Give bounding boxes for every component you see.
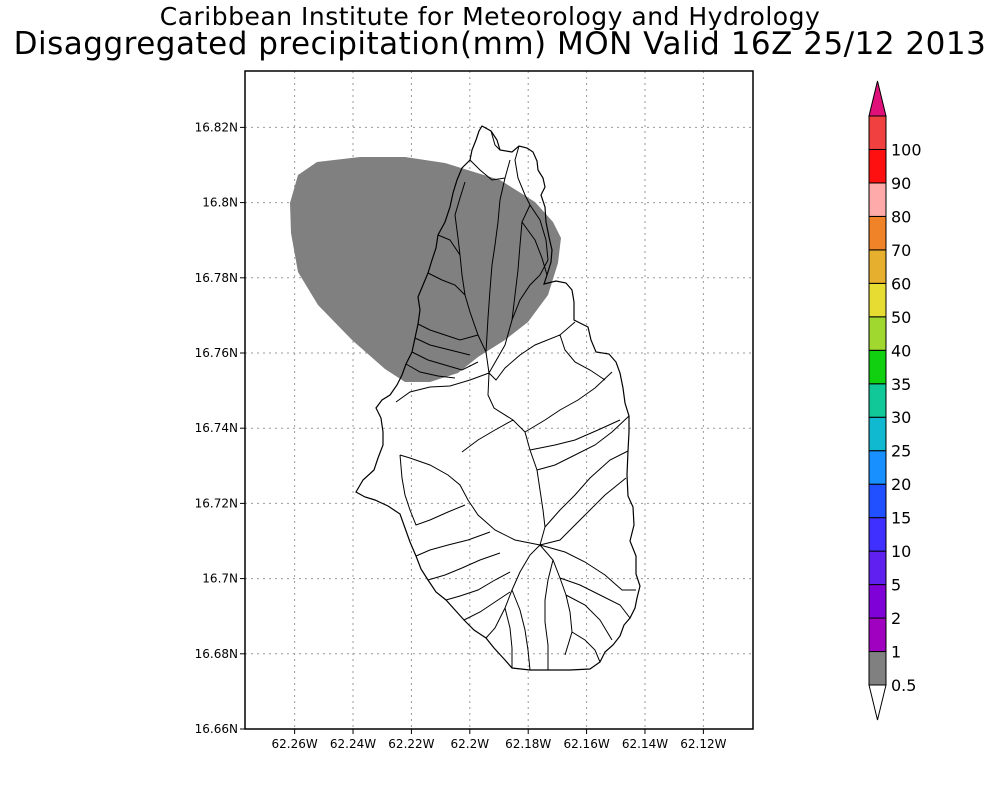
colorbar-level-label: 50 — [891, 308, 911, 327]
colorbar-level-label: 40 — [891, 341, 911, 360]
precipitation-shaded-area — [290, 157, 561, 382]
colorbar-swatch — [868, 617, 887, 653]
map-title: Caribbean Institute for Meteorology and … — [159, 2, 821, 31]
colorbar-swatch — [868, 148, 887, 184]
colorbar-level-label: 70 — [891, 241, 911, 260]
lon-tick-label: 62.2W — [451, 737, 490, 751]
colorbar-under-triangle — [868, 684, 887, 721]
colorbar-level-label: 15 — [891, 509, 911, 528]
map-subtitle: Disaggregated precipitation(mm) MON Vali… — [13, 26, 987, 62]
lat-tick-label: 16.74N — [195, 421, 238, 435]
island-watershed-outline — [355, 125, 641, 671]
lon-tick-label: 62.12W — [680, 737, 726, 751]
colorbar-swatch — [868, 282, 887, 318]
colorbar-swatch — [868, 182, 887, 217]
lat-tick-label: 16.66N — [195, 722, 238, 736]
colorbar-swatch — [868, 517, 887, 552]
colorbar-swatch — [868, 249, 887, 284]
lon-tick-label: 62.16W — [563, 737, 609, 751]
lat-tick-label: 16.72N — [195, 496, 238, 510]
lon-tick-label: 62.26W — [272, 737, 318, 751]
colorbar-level-label: 1 — [891, 643, 901, 662]
colorbar-level-label: 80 — [891, 207, 911, 226]
colorbar-level-label: 5 — [891, 576, 901, 595]
colorbar-swatch — [868, 550, 887, 586]
colorbar-swatch — [868, 349, 887, 385]
colorbar-level-label: 30 — [891, 408, 911, 427]
colorbar-swatch — [868, 115, 887, 150]
colorbar-swatch — [868, 651, 887, 686]
colorbar-level-label: 20 — [891, 475, 911, 494]
colorbar-level-label: 60 — [891, 274, 911, 293]
lat-tick-label: 16.7N — [202, 572, 238, 586]
lat-tick-label: 16.82N — [195, 120, 238, 134]
latitude-axis: 16.82N 16.8N 16.78N 16.76N 16.74N 16.72N 16.7N… — [195, 120, 245, 736]
colorbar-level-label: 0.5 — [891, 676, 916, 695]
colorbar-swatch — [868, 450, 887, 485]
colorbar-level-label: 25 — [891, 442, 911, 461]
colorbar-level-label: 2 — [891, 609, 901, 628]
island-coastline — [355, 125, 641, 671]
colorbar-level-label: 10 — [891, 542, 911, 561]
colorbar-swatch — [868, 584, 887, 619]
colorbar-swatch — [868, 383, 887, 418]
colorbar-level-label: 90 — [891, 174, 911, 193]
lon-tick-label: 62.24W — [330, 737, 376, 751]
colorbar-swatch — [868, 316, 887, 351]
lat-tick-label: 16.76N — [195, 346, 238, 360]
watershed-boundaries — [395, 130, 636, 671]
colorbar-swatch — [868, 483, 887, 519]
longitude-axis: 62.26W 62.24W 62.22W 62.2W 62.18W 62.16W 62.14… — [272, 729, 727, 751]
lat-tick-label: 16.78N — [195, 271, 238, 285]
lat-tick-label: 16.68N — [195, 647, 238, 661]
lat-tick-label: 16.8N — [202, 196, 238, 210]
colorbar-level-label: 100 — [891, 140, 922, 159]
colorbar-swatch — [868, 215, 887, 251]
colorbar-swatch — [868, 416, 887, 452]
lon-tick-label: 62.18W — [505, 737, 551, 751]
colorbar-level-label: 35 — [891, 375, 911, 394]
map-frame — [244, 70, 754, 730]
lon-tick-label: 62.14W — [622, 737, 668, 751]
lon-tick-label: 62.22W — [388, 737, 434, 751]
colorbar-over-triangle — [868, 80, 887, 117]
